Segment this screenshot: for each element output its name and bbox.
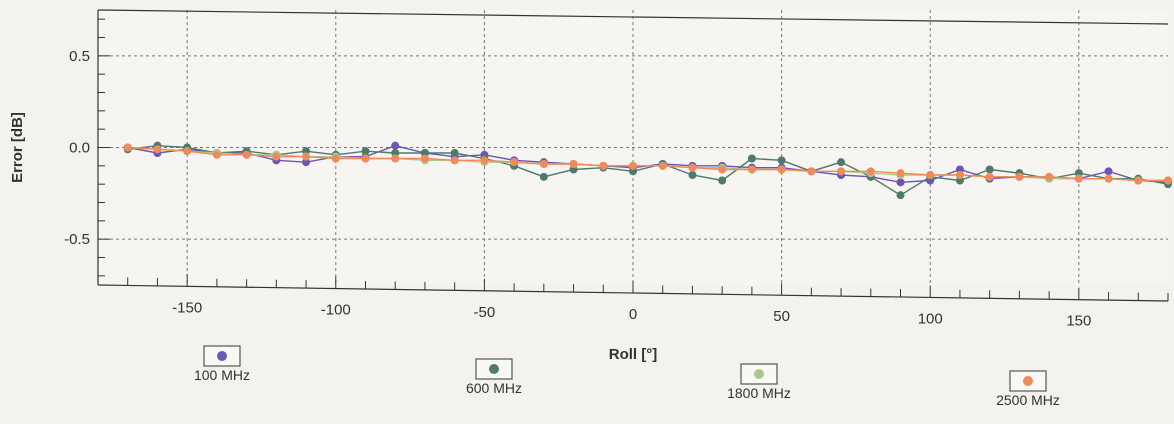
data-point — [986, 173, 994, 181]
legend-marker — [754, 369, 764, 379]
data-point — [688, 164, 696, 172]
data-point — [243, 151, 251, 159]
data-point — [153, 145, 161, 153]
data-point — [837, 167, 845, 175]
data-point — [1134, 177, 1142, 185]
data-point — [1015, 173, 1023, 181]
legend-item: 600 MHz — [466, 359, 522, 396]
data-point — [1105, 167, 1113, 175]
data-point — [867, 167, 875, 175]
data-point — [897, 191, 905, 199]
legend-marker — [489, 364, 499, 374]
legend-item: 100 MHz — [194, 346, 250, 383]
data-point — [124, 144, 132, 152]
data-point — [213, 151, 221, 159]
data-point — [688, 171, 696, 179]
y-tick-label: 0.5 — [69, 48, 90, 65]
data-point — [451, 149, 459, 157]
legend-marker — [1023, 376, 1033, 386]
data-point — [540, 160, 548, 168]
data-point — [183, 147, 191, 155]
data-point — [362, 155, 370, 163]
data-point — [778, 166, 786, 174]
data-point — [748, 155, 756, 163]
data-point — [540, 173, 548, 181]
data-point — [956, 171, 964, 179]
data-point — [1075, 175, 1083, 183]
data-point — [599, 162, 607, 170]
data-point — [421, 155, 429, 163]
y-axis-label: Error [dB] — [9, 112, 26, 183]
y-tick-label: -0.5 — [64, 231, 90, 248]
data-point — [986, 166, 994, 174]
legend-marker — [217, 351, 227, 361]
data-point — [748, 166, 756, 174]
legend-label: 100 MHz — [194, 367, 250, 383]
legend-label: 1800 MHz — [727, 385, 791, 401]
data-point — [332, 155, 340, 163]
x-tick-label: 50 — [773, 308, 790, 325]
legend-item: 1800 MHz — [727, 364, 791, 401]
data-point — [570, 160, 578, 168]
x-tick-label: -100 — [321, 302, 351, 319]
data-point — [837, 158, 845, 166]
data-point — [897, 169, 905, 177]
data-point — [302, 153, 310, 161]
data-point — [718, 166, 726, 174]
x-tick-label: -50 — [474, 304, 496, 321]
data-point — [718, 177, 726, 185]
data-point — [629, 162, 637, 170]
data-point — [391, 142, 399, 150]
data-point — [272, 153, 280, 161]
grid — [98, 10, 1168, 285]
data-point — [1164, 177, 1172, 185]
data-point — [1105, 175, 1113, 183]
x-tick-label: 100 — [918, 310, 943, 327]
x-tick-label: 150 — [1066, 313, 1091, 330]
data-point — [451, 156, 459, 164]
data-point — [807, 167, 815, 175]
legend-label: 2500 MHz — [996, 392, 1060, 408]
data-point — [391, 155, 399, 163]
data-point — [897, 178, 905, 186]
data-point — [926, 171, 934, 179]
x-tick-label: -150 — [172, 299, 202, 316]
legend-label: 600 MHz — [466, 380, 522, 396]
x-axis-label: Roll [°] — [609, 346, 658, 363]
data-point — [1045, 173, 1053, 181]
data-point — [778, 156, 786, 164]
data-point — [659, 162, 667, 170]
y-tick-label: 0.0 — [69, 140, 90, 157]
data-point — [480, 156, 488, 164]
legend-item: 2500 MHz — [996, 371, 1060, 408]
data-point — [362, 147, 370, 155]
x-tick-label: 0 — [629, 306, 637, 323]
data-point — [510, 158, 518, 166]
